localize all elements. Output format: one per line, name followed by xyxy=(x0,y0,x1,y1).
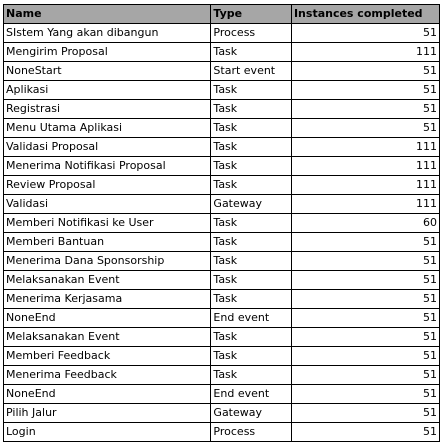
cell-name: Menerima Feedback xyxy=(2,365,212,385)
cell-instances: 51 xyxy=(290,80,441,100)
cell-type: Task xyxy=(210,327,292,347)
cell-type: Task xyxy=(210,42,292,62)
cell-name: Review Proposal xyxy=(2,175,212,195)
table-row: Review Proposal Task 111 xyxy=(2,175,441,195)
cell-type: End event xyxy=(210,384,292,404)
table-row: Validasi Proposal Task 111 xyxy=(2,137,441,157)
cell-name: Melaksanakan Event xyxy=(2,327,212,347)
cell-name: Registrasi xyxy=(2,99,212,119)
cell-instances: 51 xyxy=(290,251,441,271)
table-row: Melaksanakan Event Task 51 xyxy=(2,327,441,347)
cell-type: Start event xyxy=(210,61,292,81)
cell-name: Pilih Jalur xyxy=(2,403,212,423)
table-row: NoneEnd End event 51 xyxy=(2,308,441,328)
cell-name: Menerima Kerjasama xyxy=(2,289,212,309)
cell-instances: 51 xyxy=(290,327,441,347)
cell-instances: 51 xyxy=(290,403,441,423)
cell-instances: 51 xyxy=(290,99,441,119)
header-type: Type xyxy=(210,4,292,24)
cell-name: Menerima Notifikasi Proposal xyxy=(2,156,212,176)
header-name: Name xyxy=(2,4,212,24)
cell-type: Task xyxy=(210,346,292,366)
cell-instances: 51 xyxy=(290,270,441,290)
cell-type: Task xyxy=(210,137,292,157)
cell-type: Task xyxy=(210,251,292,271)
table-row: Mengirim Proposal Task 111 xyxy=(2,42,441,62)
cell-type: Task xyxy=(210,99,292,119)
cell-type: Task xyxy=(210,289,292,309)
cell-name: Login xyxy=(2,422,212,442)
table-row: Pilih Jalur Gateway 51 xyxy=(2,403,441,423)
cell-instances: 111 xyxy=(290,137,441,157)
cell-instances: 111 xyxy=(290,175,441,195)
header-instances-completed: Instances completed xyxy=(290,4,441,24)
table-row: Validasi Gateway 111 xyxy=(2,194,441,214)
cell-type: Process xyxy=(210,23,292,43)
cell-type: End event xyxy=(210,308,292,328)
cell-type: Gateway xyxy=(210,194,292,214)
table-row: Registrasi Task 51 xyxy=(2,99,441,119)
cell-instances: 51 xyxy=(290,422,441,442)
cell-name: Memberi Notifikasi ke User xyxy=(2,213,212,233)
cell-instances: 60 xyxy=(290,213,441,233)
cell-name: NoneEnd xyxy=(2,384,212,404)
cell-name: Melaksanakan Event xyxy=(2,270,212,290)
table-row: Menu Utama Aplikasi Task 51 xyxy=(2,118,441,138)
cell-instances: 111 xyxy=(290,194,441,214)
cell-instances: 51 xyxy=(290,232,441,252)
cell-instances: 111 xyxy=(290,42,441,62)
cell-name: Memberi Bantuan xyxy=(2,232,212,252)
table-row: Menerima Feedback Task 51 xyxy=(2,365,441,385)
cell-name: NoneStart xyxy=(2,61,212,81)
cell-instances: 51 xyxy=(290,384,441,404)
cell-type: Gateway xyxy=(210,403,292,423)
table-row: Menerima Kerjasama Task 51 xyxy=(2,289,441,309)
cell-type: Task xyxy=(210,156,292,176)
table-row: Memberi Bantuan Task 51 xyxy=(2,232,441,252)
cell-type: Task xyxy=(210,270,292,290)
cell-type: Task xyxy=(210,232,292,252)
cell-type: Process xyxy=(210,422,292,442)
cell-type: Task xyxy=(210,118,292,138)
cell-name: Validasi Proposal xyxy=(2,137,212,157)
table-body: SIstem Yang akan dibangun Process 51 Mengi… xyxy=(2,23,441,442)
cell-type: Task xyxy=(210,213,292,233)
cell-instances: 111 xyxy=(290,156,441,176)
cell-name: Menerima Dana Sponsorship xyxy=(2,251,212,271)
table-row: Memberi Notifikasi ke User Task 60 xyxy=(2,213,441,233)
cell-name: Menu Utama Aplikasi xyxy=(2,118,212,138)
table-row: SIstem Yang akan dibangun Process 51 xyxy=(2,23,441,43)
cell-name: Validasi xyxy=(2,194,212,214)
table-row: Melaksanakan Event Task 51 xyxy=(2,270,441,290)
cell-instances: 51 xyxy=(290,61,441,81)
table-row: NoneEnd End event 51 xyxy=(2,384,441,404)
cell-instances: 51 xyxy=(290,308,441,328)
cell-instances: 51 xyxy=(290,118,441,138)
table-row: Menerima Notifikasi Proposal Task 111 xyxy=(2,156,441,176)
cell-name: Memberi Feedback xyxy=(2,346,212,366)
cell-instances: 51 xyxy=(290,289,441,309)
table-row: Aplikasi Task 51 xyxy=(2,80,441,100)
cell-type: Task xyxy=(210,80,292,100)
table-row: Login Process 51 xyxy=(2,422,441,442)
header-row: Name Type Instances completed xyxy=(2,4,441,24)
cell-type: Task xyxy=(210,365,292,385)
cell-name: Aplikasi xyxy=(2,80,212,100)
table-row: Menerima Dana Sponsorship Task 51 xyxy=(2,251,441,271)
cell-instances: 51 xyxy=(290,23,441,43)
cell-name: SIstem Yang akan dibangun xyxy=(2,23,212,43)
cell-type: Task xyxy=(210,175,292,195)
cell-name: Mengirim Proposal xyxy=(2,42,212,62)
instances-table: Name Type Instances completed SIstem Yan… xyxy=(2,4,441,442)
cell-instances: 51 xyxy=(290,365,441,385)
table-row: NoneStart Start event 51 xyxy=(2,61,441,81)
table-row: Memberi Feedback Task 51 xyxy=(2,346,441,366)
cell-name: NoneEnd xyxy=(2,308,212,328)
cell-instances: 51 xyxy=(290,346,441,366)
